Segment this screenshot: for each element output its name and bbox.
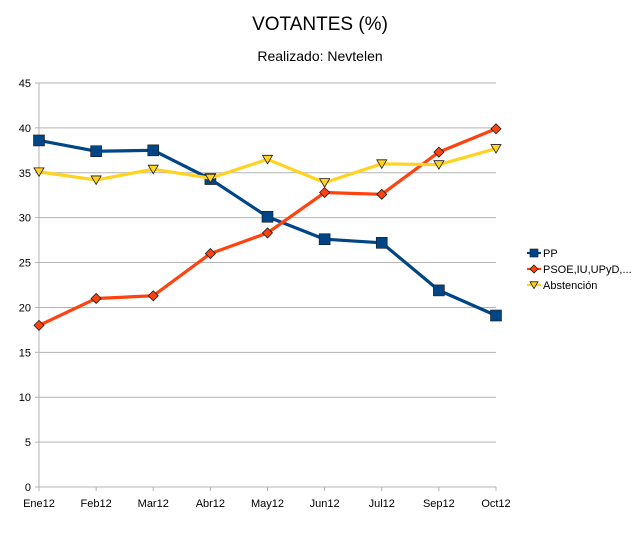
data-point-2-7 <box>433 160 445 170</box>
legend-marker-1 <box>529 264 539 274</box>
series-line-2 <box>38 146 497 185</box>
data-point-1-5 <box>319 186 331 199</box>
y-tick-label: 35 <box>19 168 31 180</box>
y-tick-label: 5 <box>25 437 31 449</box>
data-point-2-3 <box>204 173 217 184</box>
data-point-0-0 <box>33 134 45 147</box>
data-point-1-0 <box>33 319 45 331</box>
legend-label: PSOE,IU,UPyD,... <box>543 264 632 276</box>
x-tick-label: Oct12 <box>481 498 510 510</box>
y-tick-label: 0 <box>25 482 31 494</box>
data-point-0-1 <box>90 145 102 158</box>
x-tick-label: Sep12 <box>423 498 455 510</box>
data-point-0-8 <box>490 309 502 322</box>
data-point-0-5 <box>318 233 331 246</box>
x-tick-label: Mar12 <box>138 498 169 510</box>
data-point-2-0 <box>33 167 45 178</box>
data-point-2-4 <box>261 154 274 165</box>
y-tick-label: 40 <box>19 123 31 135</box>
grid <box>39 82 496 443</box>
data-point-0-2 <box>147 144 160 157</box>
data-point-0-7 <box>433 284 445 297</box>
data-point-1-2 <box>147 290 159 302</box>
x-tick-label: May12 <box>251 498 284 510</box>
chart-subtitle: Realizado: Nevtelen <box>257 48 383 64</box>
x-tick-label: Jun12 <box>310 498 340 510</box>
data-point-2-6 <box>376 159 388 170</box>
legend-marker-0 <box>529 248 539 258</box>
data-point-1-3 <box>204 248 216 260</box>
legend: PP PSOE,IU,UPyD,... Abstención <box>527 248 632 292</box>
x-tick-label: Jul12 <box>369 498 395 510</box>
data-point-1-4 <box>261 227 274 239</box>
data-point-0-6 <box>375 237 388 249</box>
axes: 0 5 10 15 20 25 30 35 40 45 Ene12 Feb12 Mar12 Abr12 Ma… <box>19 78 511 510</box>
data-point-0-4 <box>261 210 274 223</box>
data-point-1-8 <box>490 123 502 135</box>
legend-label: Abstención <box>543 280 597 292</box>
x-tick-label: Feb12 <box>81 498 112 510</box>
y-tick-label: 15 <box>19 347 31 359</box>
data-point-2-5 <box>318 178 331 188</box>
series <box>33 123 502 331</box>
y-tick-label: 25 <box>19 258 31 270</box>
x-tick-label: Ene12 <box>23 498 55 510</box>
data-point-1-7 <box>433 146 445 158</box>
y-tick-label: 45 <box>19 78 31 90</box>
data-point-2-8 <box>490 144 502 154</box>
chart-title: VOTANTES (%) <box>252 14 388 35</box>
legend-label: PP <box>543 248 558 260</box>
y-tick-label: 10 <box>19 392 31 404</box>
data-point-1-1 <box>90 292 102 305</box>
data-point-2-2 <box>147 164 159 175</box>
y-tick-label: 30 <box>19 213 31 225</box>
data-point-1-6 <box>376 188 388 200</box>
legend-marker-2 <box>529 281 539 290</box>
x-tick-label: Abr12 <box>196 498 225 510</box>
y-tick-label: 20 <box>19 302 31 314</box>
data-point-2-1 <box>90 175 102 186</box>
